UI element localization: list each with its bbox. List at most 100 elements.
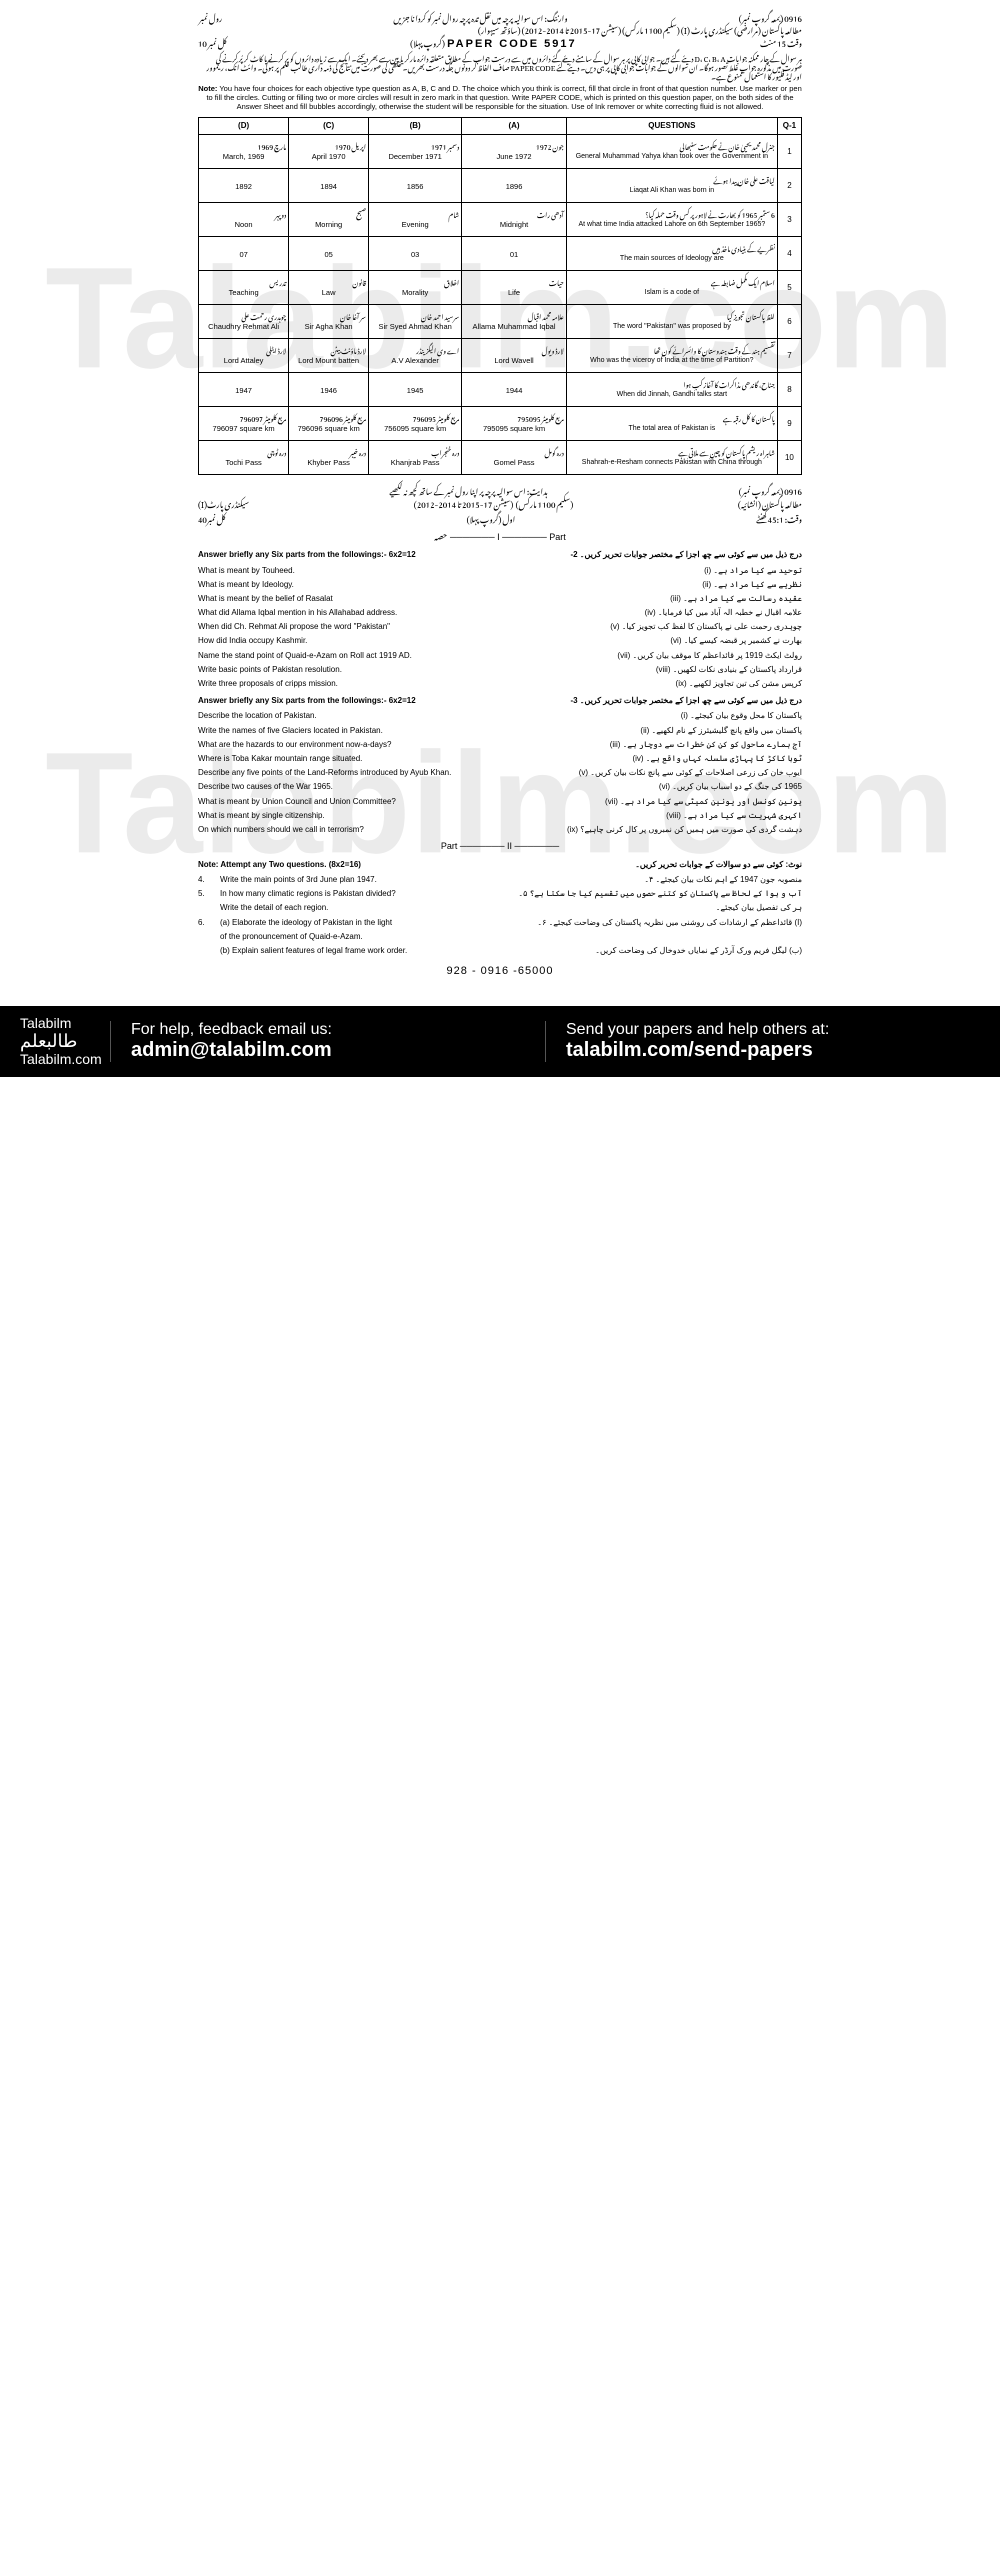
roll-label: رول نمبر ــــــــ	[198, 12, 222, 22]
subject-line: مطالعہ پاکستان (مرارضی) سیکنڈری پارٹ (I)…	[478, 24, 802, 34]
subjective-header: ہدایت: اس سوالیہ پرچہ پر اپنا رول نمبر ک…	[198, 485, 802, 523]
part-2-questions: Note: Attempt any Two questions. (8x2=16…	[198, 859, 802, 956]
question-item: Write the names of five Glaciers located…	[198, 725, 802, 736]
note-english: Note: You have four choices for each obj…	[198, 84, 802, 111]
table-row: مارچ 1969March, 1969اپریل 1970April 1970…	[199, 135, 802, 169]
table-row: چوہدری رحمت علیChaudhry Rehmat Aliسر آغا…	[199, 305, 802, 339]
mcq-option: سرسید احمد خانSir Syed Ahmad Khan	[369, 305, 462, 339]
question-item: Describe any five points of the Land-Ref…	[198, 767, 802, 778]
table-row: 1947194619451944جناح، گاندھی مذاکرات کا …	[199, 373, 802, 407]
mcq-question: اسلام ایک مکمل ضابطہ ہےIslam is a code o…	[566, 271, 777, 305]
question-item: Where is Toba Kakar mountain range situa…	[198, 753, 802, 764]
mcq-option: لارڈ ایٹلیLord Attaley	[199, 339, 289, 373]
question-item: Describe the location of Pakistan.پاکستا…	[198, 710, 802, 721]
mcq-number: 3	[777, 203, 801, 237]
mcq-option: چوہدری رحمت علیChaudhry Rehmat Ali	[199, 305, 289, 339]
paper-code: PAPER CODE 5917	[447, 38, 576, 50]
question-item: Write the detail of each region.ہر کی تف…	[198, 902, 802, 913]
mcq-option: 07	[199, 237, 289, 271]
mcq-option: 1945	[369, 373, 462, 407]
mcq-question: شاہراہ ریشم پاکستان کو چین سے ملاتی ہےSh…	[566, 441, 777, 475]
mcq-question: جناح، گاندھی مذاکرات کا آغاز کب ہواWhen …	[566, 373, 777, 407]
mcq-question: پاکستان کا کل رقبہ ہےThe total area of P…	[566, 407, 777, 441]
note-urdu: ہر سوال کے چار ممکنہ جوابات D، C، B، A د…	[198, 54, 802, 81]
mcq-option: 1947	[199, 373, 289, 407]
mcq-option: اپریل 1970April 1970	[289, 135, 369, 169]
mcq-option: سر آغا خانSir Agha Khan	[289, 305, 369, 339]
mcq-option: درہ گوملGomel Pass	[462, 441, 567, 475]
part-1-header: حصہ ─────── I ─────── Part	[198, 530, 802, 544]
footer-code: 928 - 0916 -65000	[198, 964, 802, 978]
mcq-option: 1944	[462, 373, 567, 407]
mcq-option: 03	[369, 237, 462, 271]
mcq-number: 4	[777, 237, 801, 271]
mcq-option: 1856	[369, 169, 462, 203]
mcq-option: تدریسTeaching	[199, 271, 289, 305]
col-questions: QUESTIONS	[566, 118, 777, 135]
question-item: What is meant by Touheed.توحید سے کیا مر…	[198, 565, 802, 576]
mcq-option: 1892	[199, 169, 289, 203]
mcq-question: لفظ پاکستان تجویز کیاThe word "Pakistan"…	[566, 305, 777, 339]
mcq-number: 6	[777, 305, 801, 339]
question-item: What is meant by single citizenship.اکہر…	[198, 810, 802, 821]
question-item: of the pronouncement of Quaid-e-Azam.	[198, 931, 802, 942]
mcq-option: درہ ٹوچیTochi Pass	[199, 441, 289, 475]
mcq-question: جنرل محمد یحییٰ خان نے حکومت سنبھالیGene…	[566, 135, 777, 169]
mcq-option: مربع کلومیٹر 795095795095 square km	[462, 407, 567, 441]
question-item: Write three proposals of cripps mission.…	[198, 678, 802, 689]
question-item: 5.In how many climatic regions is Pakist…	[198, 888, 802, 899]
footer-send: Send your papers and help others at: tal…	[545, 1021, 980, 1062]
question-item: (b) Explain salient features of legal fr…	[198, 945, 802, 956]
mcq-table: (D) (C) (B) (A) QUESTIONS Q-1 مارچ 1969M…	[198, 117, 802, 475]
footer-help: For help, feedback email us: admin@talab…	[110, 1021, 545, 1062]
mcq-option: لارڈ ماؤنٹ بیٹنLord Mount batten	[289, 339, 369, 373]
question-item: What is meant by Ideology.نظریے سے کیا م…	[198, 579, 802, 590]
mcq-number: 2	[777, 169, 801, 203]
mcq-option: مارچ 1969March, 1969	[199, 135, 289, 169]
col-d: (D)	[199, 118, 289, 135]
mcq-option: شامEvening	[369, 203, 462, 237]
question-item: On which numbers should we call in terro…	[198, 824, 802, 835]
mcq-number: 9	[777, 407, 801, 441]
question-item: When did Ch. Rehmat Ali propose the word…	[198, 621, 802, 632]
table-row: 07050301نظریے کے بنیادی ماخذ ہیںThe main…	[199, 237, 802, 271]
mcq-option: اے وی الیگزینڈرA.V Alexander	[369, 339, 462, 373]
mcq-question: لیاقت علی خان پیدا ہوئےLiaqat Ali Khan w…	[566, 169, 777, 203]
mcq-option: درہ خنجرابKhanjrab Pass	[369, 441, 462, 475]
mcq-option: 1946	[289, 373, 369, 407]
mcq-option: اخلاقMorality	[369, 271, 462, 305]
col-b: (B)	[369, 118, 462, 135]
mcq-option: صبحMorning	[289, 203, 369, 237]
table-row: دوپہرNoonصبحMorningشامEveningآدھی راتMid…	[199, 203, 802, 237]
mcq-number: 1	[777, 135, 801, 169]
mcq-option: مربع کلومیٹر 796097796097 square km	[199, 407, 289, 441]
mcq-option: مربع کلومیٹر 796096796096 square km	[289, 407, 369, 441]
mcq-option: دوپہرNoon	[199, 203, 289, 237]
table-row: تدریسTeachingقانونLawاخلاقMoralityحیاتLi…	[199, 271, 802, 305]
question-item: What did Allama Iqbal mention in his All…	[198, 607, 802, 618]
mcq-option: آدھی راتMidnight	[462, 203, 567, 237]
table-row: 1892189418561896لیاقت علی خان پیدا ہوئےL…	[199, 169, 802, 203]
mcq-number: 7	[777, 339, 801, 373]
table-row: مربع کلومیٹر 796097796097 square kmمربع …	[199, 407, 802, 441]
mcq-question: نظریے کے بنیادی ماخذ ہیںThe main sources…	[566, 237, 777, 271]
question-item: Name the stand point of Quaid-e-Azam on …	[198, 650, 802, 661]
mcq-option: دسمبر 1971December 1971	[369, 135, 462, 169]
question-item: How did India occupy Kashmir.بھارت نے کش…	[198, 635, 802, 646]
mcq-number: 10	[777, 441, 801, 475]
mcq-option: مربع کلومیٹر 796095756095 square km	[369, 407, 462, 441]
table-row: درہ ٹوچیTochi Passدرہ خیبرKhyber Passدرہ…	[199, 441, 802, 475]
mcq-option: قانونLaw	[289, 271, 369, 305]
question-item: Describe two causes of the War 1965.1965…	[198, 781, 802, 792]
mcq-option: 1896	[462, 169, 567, 203]
mcq-question: 6 ستمبر 1965 کو بھارت نے لاہور پر کس وقت…	[566, 203, 777, 237]
exam-header: رول نمبر ــــــــ وارننگ: اس سوالیہ پرچہ…	[198, 12, 802, 111]
mcq-option: درہ خیبرKhyber Pass	[289, 441, 369, 475]
mcq-option: 1894	[289, 169, 369, 203]
question-item: 6.(a) Elaborate the ideology of Pakistan…	[198, 917, 802, 928]
question-2: Answer briefly any Six parts from the fo…	[198, 549, 802, 689]
mcq-number: 5	[777, 271, 801, 305]
mcq-option: جون 1972June 1972	[462, 135, 567, 169]
mcq-option: حیاتLife	[462, 271, 567, 305]
question-3: Answer briefly any Six parts from the fo…	[198, 695, 802, 835]
